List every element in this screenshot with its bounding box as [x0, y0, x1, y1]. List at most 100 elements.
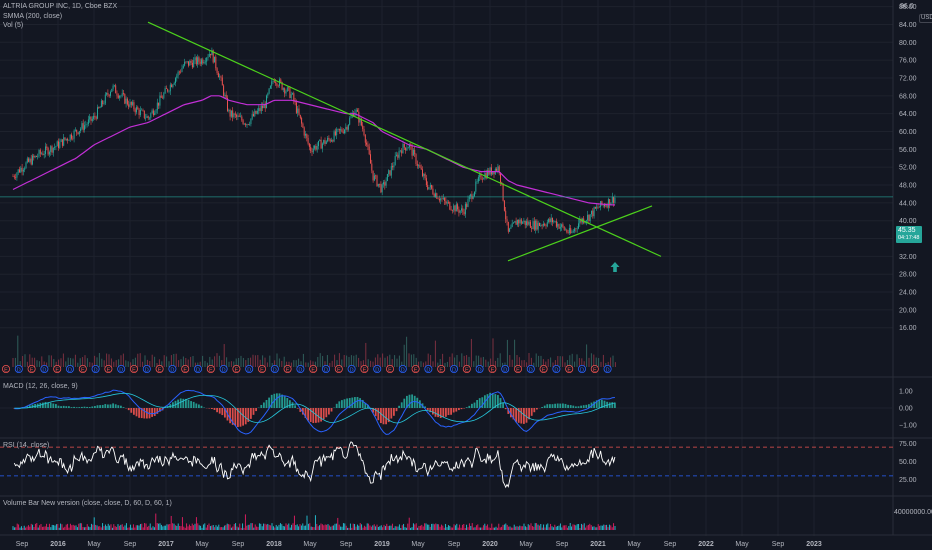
- price-candle: [285, 91, 287, 94]
- macd-histogram-bar: [307, 408, 309, 421]
- price-candle: [215, 56, 217, 69]
- price-candle: [332, 140, 334, 142]
- earnings-marker-label: E: [235, 367, 239, 373]
- price-candle: [125, 98, 127, 104]
- macd-histogram-bar: [556, 403, 559, 408]
- price-candle: [606, 205, 608, 208]
- price-candle: [59, 141, 61, 148]
- price-candle: [220, 76, 222, 78]
- price-candle: [385, 181, 387, 186]
- macd-axis-tick: −1.00: [899, 423, 917, 430]
- macd-histogram-bar: [343, 399, 346, 408]
- vol-legend[interactable]: Vol (5): [3, 22, 24, 29]
- macd-histogram-bar: [351, 397, 354, 408]
- macd-histogram-bar: [468, 405, 471, 408]
- price-candle: [431, 185, 433, 189]
- dividend-marker: [603, 364, 612, 373]
- earnings-marker: [514, 364, 523, 373]
- price-candle: [214, 56, 215, 63]
- price-axis-tick: 32.00: [899, 254, 917, 261]
- price-candle: [42, 153, 44, 155]
- price-candle: [552, 218, 553, 223]
- macd-histogram-bar: [60, 406, 62, 408]
- price-candle: [85, 124, 87, 126]
- rsi-line: [13, 441, 616, 489]
- dividend-marker-label: D: [452, 367, 456, 373]
- currency-badge[interactable]: USD: [919, 14, 932, 23]
- macd-histogram-bar: [244, 408, 247, 425]
- macd-histogram-bar: [281, 394, 283, 408]
- price-candle: [34, 155, 36, 158]
- macd-histogram-bar: [164, 407, 166, 408]
- price-candle: [117, 95, 119, 98]
- price-candle: [497, 166, 499, 171]
- macd-histogram-bar: [447, 408, 450, 416]
- price-candle: [561, 224, 563, 227]
- dividend-marker-label: D: [222, 367, 226, 373]
- volbar-legend[interactable]: Volume Bar New version (close, close, D,…: [3, 500, 172, 507]
- price-candle: [541, 224, 543, 226]
- price-candle: [303, 127, 305, 136]
- macd-histogram-bar: [580, 405, 582, 408]
- dividend-marker-label: D: [119, 367, 123, 373]
- price-candle: [474, 191, 475, 197]
- price-candle: [259, 108, 261, 112]
- macd-histogram-bar: [229, 408, 231, 424]
- price-candle: [574, 228, 576, 232]
- price-candle: [459, 210, 461, 213]
- price-candle: [264, 103, 266, 109]
- price-candle: [401, 150, 403, 154]
- price-candle: [207, 56, 209, 58]
- price-candle: [129, 101, 131, 107]
- price-candle: [269, 85, 271, 89]
- macd-histogram-bar: [182, 398, 185, 408]
- dividend-marker: [168, 364, 177, 373]
- macd-histogram-bar: [101, 404, 104, 408]
- macd-histogram-bar: [213, 408, 216, 410]
- macd-legend[interactable]: MACD (12, 26, close, 9): [3, 383, 78, 390]
- earnings-marker-label: E: [107, 367, 111, 373]
- price-candle: [412, 149, 414, 156]
- macd-histogram-bar: [585, 404, 588, 408]
- time-axis-label: May: [627, 541, 641, 548]
- macd-histogram-bar: [536, 408, 538, 410]
- price-candle: [21, 167, 23, 172]
- price-candle: [565, 229, 566, 231]
- price-candle: [272, 81, 274, 82]
- macd-histogram-bar: [528, 408, 530, 420]
- price-candle: [234, 113, 236, 115]
- price-candle: [121, 93, 123, 96]
- price-candle: [585, 220, 587, 222]
- time-axis-label: Sep: [16, 541, 29, 548]
- price-candle: [210, 53, 212, 56]
- macd-histogram-bar: [299, 408, 302, 412]
- macd-histogram-bar: [31, 404, 34, 408]
- price-candle: [225, 94, 227, 98]
- price-candle: [186, 61, 188, 62]
- dividend-marker: [91, 364, 100, 373]
- price-candle: [45, 146, 46, 154]
- price-candle: [455, 204, 457, 212]
- price-candle: [46, 146, 48, 149]
- price-candle: [485, 173, 487, 179]
- macd-histogram-bar: [328, 408, 330, 415]
- price-candle: [390, 166, 392, 176]
- smma-legend[interactable]: SMMA (200, close): [3, 13, 63, 20]
- macd-histogram-bar: [374, 408, 377, 417]
- price-candle: [48, 151, 50, 155]
- price-candle: [202, 59, 204, 64]
- macd-histogram-bar: [198, 404, 200, 408]
- macd-histogram-bar: [562, 403, 564, 408]
- macd-histogram-bar: [13, 408, 16, 409]
- price-candle: [221, 77, 223, 86]
- price-candle: [145, 117, 147, 119]
- price-candle: [496, 168, 498, 171]
- dividend-marker: [66, 364, 75, 373]
- time-axis-label: Sep: [124, 541, 137, 548]
- price-axis-tick: 64.00: [899, 111, 917, 118]
- price-candle: [142, 109, 144, 111]
- symbol-title[interactable]: ALTRIA GROUP INC, 1D, Cboe BZX: [3, 3, 118, 10]
- rsi-legend[interactable]: RSI (14, close): [3, 442, 50, 449]
- price-candle: [73, 130, 75, 139]
